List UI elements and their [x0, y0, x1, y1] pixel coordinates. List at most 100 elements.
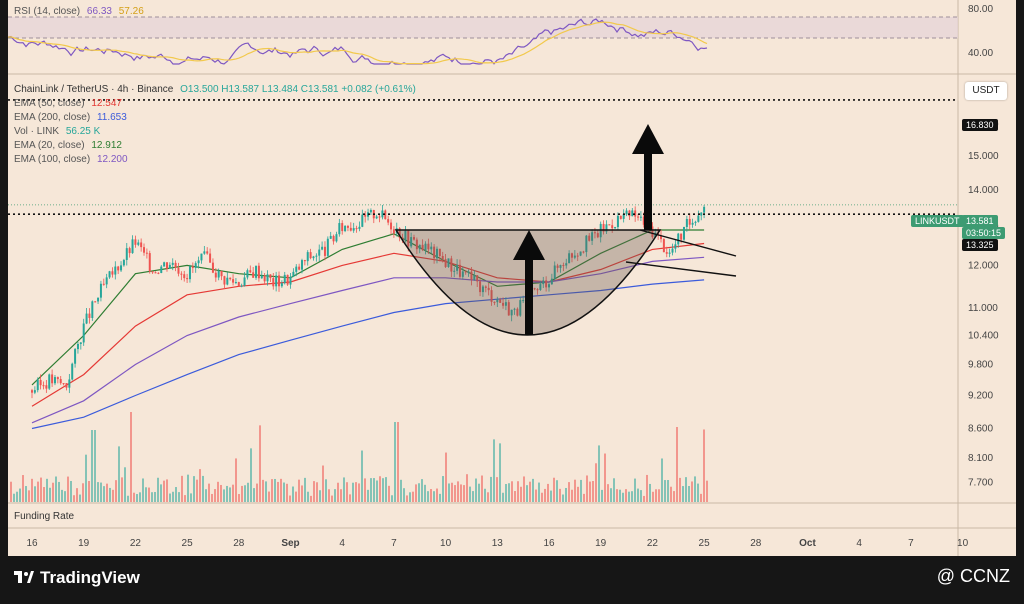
volume-bar	[427, 491, 429, 502]
ema50-label: EMA (50, close)	[14, 98, 85, 109]
time-tick-label: 28	[233, 538, 245, 549]
volume-bar	[229, 487, 231, 502]
volume-bar	[208, 483, 210, 502]
rsi-value: 66.33	[86, 6, 112, 17]
price-candle	[542, 280, 545, 285]
price-candle	[614, 227, 617, 229]
price-candle	[562, 265, 565, 267]
ema20-legend: EMA (20, close) 12.912	[14, 140, 126, 151]
price-candle	[62, 383, 65, 385]
volume-bar	[577, 486, 579, 502]
volume-bar	[265, 481, 267, 502]
price-candle	[76, 343, 79, 350]
volume-bar	[361, 450, 363, 502]
price-candle	[257, 265, 260, 279]
price-candle	[441, 255, 444, 260]
volume-bar	[634, 478, 636, 502]
volume-bar	[469, 486, 471, 502]
volume-bar	[262, 479, 264, 502]
volume-bar	[667, 480, 669, 502]
time-tick-label: 10	[957, 538, 969, 549]
price-candle	[392, 229, 395, 234]
price-candle	[275, 275, 278, 287]
rsi-ma-line	[7, 21, 708, 65]
price-candle	[338, 223, 341, 235]
price-candle	[335, 234, 338, 242]
price-candle	[625, 210, 628, 215]
price-candle	[263, 275, 266, 282]
volume-bar	[313, 481, 315, 502]
price-candle	[424, 243, 427, 250]
volume-bar	[61, 489, 63, 502]
ema50-legend: EMA (50, close) 12.547	[14, 98, 126, 109]
volume-bar	[310, 495, 312, 502]
time-tick-label: 19	[78, 538, 90, 549]
price-candle	[326, 238, 329, 256]
volume-bar	[559, 488, 561, 502]
volume-bar	[133, 492, 135, 502]
price-candle	[255, 265, 258, 278]
volume-bar	[514, 491, 516, 502]
price-candle	[102, 283, 105, 285]
ema100-label: EMA (100, close)	[14, 154, 91, 165]
currency-button[interactable]: USDT	[965, 82, 1007, 100]
price-candle	[573, 255, 576, 258]
volume-bar	[562, 494, 564, 502]
time-tick-label: 4	[856, 538, 862, 549]
volume-bar	[535, 489, 537, 502]
volume-bar	[481, 475, 483, 502]
price-candle	[286, 274, 289, 285]
volume-bar	[160, 484, 162, 502]
volume-bar	[649, 483, 651, 502]
price-candle	[209, 253, 212, 263]
volume-bar	[250, 448, 252, 502]
price-candle	[688, 218, 691, 225]
volume-bar	[226, 485, 228, 502]
volume-bar	[148, 487, 150, 502]
price-candle	[642, 216, 645, 225]
volume-bar	[475, 478, 477, 502]
volume-bar	[589, 481, 591, 502]
volume-bar	[79, 494, 81, 502]
price-candle	[665, 252, 668, 254]
price-candle	[438, 248, 441, 256]
volume-bar	[565, 487, 567, 502]
volume-bar	[64, 491, 66, 502]
price-candle	[591, 232, 594, 241]
price-candle	[134, 239, 137, 245]
ema100-legend: EMA (100, close) 12.200	[14, 154, 132, 165]
volume-bar	[199, 469, 201, 502]
price-candle	[344, 225, 347, 232]
price-candle	[404, 230, 407, 241]
price-candle	[289, 276, 292, 285]
price-candle	[660, 235, 663, 240]
volume-bar	[52, 482, 54, 502]
volume-bar	[553, 477, 555, 502]
volume-value: 56.25 K	[65, 126, 101, 137]
chart-area[interactable]	[8, 0, 1016, 556]
price-candle	[191, 266, 194, 269]
volume-bar	[277, 481, 279, 502]
funding-rate-label: Funding Rate	[14, 511, 75, 522]
price-candle	[639, 216, 642, 218]
volume-bar	[181, 475, 183, 502]
price-candle	[31, 390, 33, 393]
volume-bar	[526, 485, 528, 502]
price-candle	[410, 237, 413, 247]
volume-bar	[664, 480, 666, 502]
price-candle	[559, 265, 562, 268]
price-candle	[168, 264, 171, 269]
price-candle	[585, 235, 588, 253]
volume-bar	[19, 488, 21, 502]
price-candle	[413, 237, 416, 240]
volume-bar	[88, 481, 90, 502]
time-tick-label: 16	[543, 538, 555, 549]
price-candle	[637, 216, 640, 218]
volume-bar	[583, 493, 585, 502]
time-tick-label: 25	[699, 538, 711, 549]
price-candle	[433, 246, 436, 259]
volume-bar	[460, 484, 462, 502]
volume-bar	[82, 483, 84, 502]
volume-bar	[700, 493, 702, 502]
ema20-line	[31, 229, 705, 386]
